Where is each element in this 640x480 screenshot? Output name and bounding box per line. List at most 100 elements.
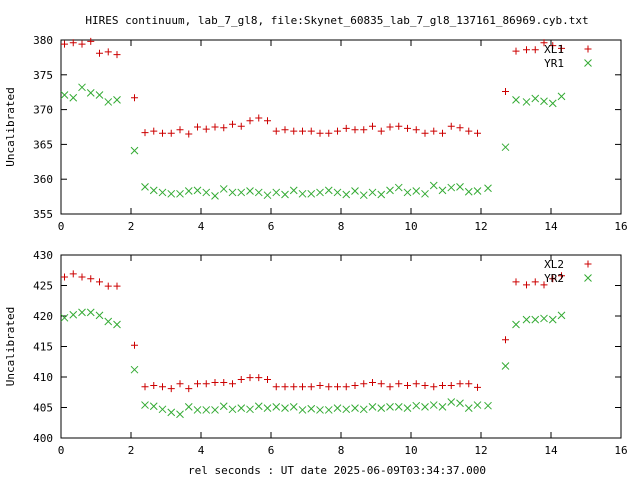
data-point [404, 124, 411, 132]
data-point [386, 123, 394, 131]
legend-marker [584, 274, 592, 282]
data-point [474, 383, 481, 391]
x-tick-label: 14 [544, 220, 558, 233]
y-tick-label: 360 [33, 173, 53, 186]
data-point [334, 383, 341, 391]
data-point [465, 380, 473, 388]
data-point [87, 275, 95, 283]
legend-marker [584, 260, 592, 268]
data-point [307, 383, 315, 391]
data-point [149, 402, 158, 411]
data-point [558, 272, 565, 280]
data-point [184, 403, 193, 411]
data-point [447, 122, 455, 130]
data-point [548, 315, 557, 324]
data-point [219, 185, 228, 193]
data-point [202, 125, 210, 133]
data-point [211, 378, 219, 386]
data-point [220, 378, 228, 386]
data-point [412, 380, 420, 388]
y-tick-label: 370 [33, 104, 53, 117]
data-point [324, 406, 333, 414]
data-point [394, 183, 403, 192]
data-point [377, 380, 385, 388]
data-point [202, 188, 211, 197]
data-point [456, 399, 464, 408]
data-point [219, 402, 228, 411]
data-point [130, 365, 139, 374]
data-point [254, 402, 263, 411]
data-point [237, 404, 246, 412]
y-tick-label: 400 [33, 432, 53, 445]
x-tick-label: 8 [338, 220, 345, 233]
data-point [150, 127, 158, 135]
data-point [60, 91, 69, 99]
data-point [78, 273, 86, 281]
data-point [473, 187, 482, 195]
data-point [113, 282, 121, 290]
data-point [351, 382, 359, 390]
y-axis-label: Uncalibrated [4, 87, 17, 166]
data-point [290, 127, 298, 135]
data-point [176, 189, 184, 198]
data-point [438, 403, 447, 411]
data-point [439, 129, 446, 137]
data-point [167, 385, 175, 393]
data-point [299, 127, 306, 135]
data-point [351, 187, 359, 195]
y-tick-label: 430 [33, 249, 53, 262]
data-point [342, 383, 350, 391]
data-point [447, 183, 456, 192]
top-plot-panel: 0 2 4 6 8 10 12 14 16 355 360 365 370 375 380 Uncalibra… [4, 34, 628, 233]
data-point [96, 278, 103, 286]
data-point [185, 385, 193, 393]
data-point [229, 120, 236, 128]
data-point [281, 404, 289, 412]
data-point [167, 129, 175, 137]
data-point [211, 123, 219, 131]
data-point [263, 191, 272, 200]
data-point [502, 336, 509, 344]
data-point [176, 410, 184, 419]
data-point [316, 188, 324, 197]
data-point [531, 315, 540, 324]
data-point [158, 405, 167, 414]
x-tick-label: 4 [198, 220, 205, 233]
y-tick-label: 355 [33, 208, 53, 221]
y-tick-label: 425 [33, 280, 53, 293]
data-point [307, 127, 315, 135]
series-YR1 [60, 83, 566, 200]
data-point [104, 98, 113, 106]
data-point [369, 378, 376, 386]
y-tick-label: 420 [33, 310, 53, 323]
x-tick-label: 16 [614, 220, 627, 233]
data-point [141, 401, 149, 409]
data-point [377, 127, 385, 135]
data-point [549, 42, 557, 50]
data-point [113, 96, 121, 104]
x-tick-label: 6 [268, 444, 275, 457]
data-point [324, 186, 333, 195]
data-point [95, 91, 104, 99]
data-point [395, 380, 403, 388]
series-YR2 [60, 308, 566, 419]
x-tick-label: 0 [58, 220, 65, 233]
data-point [359, 191, 368, 200]
data-point [359, 405, 368, 414]
data-point [548, 99, 557, 108]
data-point [202, 380, 210, 388]
data-point [360, 126, 368, 134]
data-point [167, 408, 176, 417]
data-point [69, 310, 78, 319]
x-tick-label: 0 [58, 444, 65, 457]
x-tick-label: 12 [474, 220, 487, 233]
data-point [185, 130, 193, 138]
data-point [104, 317, 113, 326]
data-point [237, 375, 245, 383]
x-axis-label: rel seconds : UT date 2025-06-09T03:34:3… [188, 464, 486, 477]
y-tick-label: 415 [33, 341, 53, 354]
data-point [281, 190, 289, 199]
y-axis-label: Uncalibrated [4, 307, 17, 386]
data-point [333, 188, 342, 197]
y-tick-label: 405 [33, 402, 53, 415]
